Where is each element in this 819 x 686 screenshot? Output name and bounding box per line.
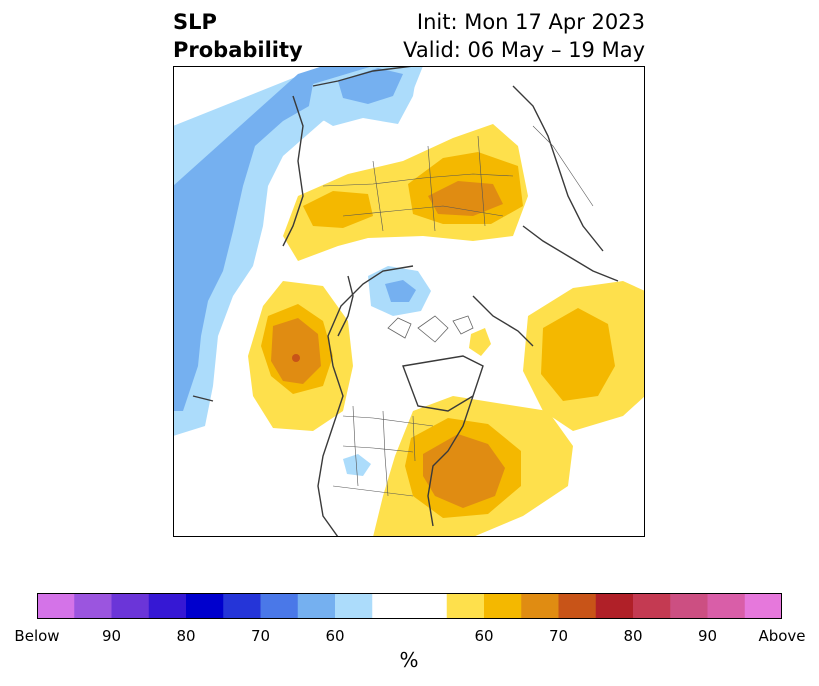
above-region-north-atlantic-dark [271,318,321,384]
colorbar-swatch [223,593,261,619]
chart-title-block: SLP Probability [173,8,303,64]
map-border [173,66,645,537]
variable-title: SLP [173,10,217,34]
colorbar-swatch [297,593,336,619]
colorbar-swatch [484,593,522,619]
colorbar-swatch [111,593,150,619]
political-borders [322,125,594,497]
arctic-islands [387,315,474,343]
date-info-block: Init: Mon 17 Apr 2023 Valid: 06 May – 19… [403,8,645,64]
colorbar-swatch [148,593,187,619]
colorbar-swatch [558,593,597,619]
colorbar-swatch [37,593,75,619]
colorbar-swatch [595,593,634,619]
colorbar-tick-label: 90 [101,627,122,645]
colorbar-swatch [186,593,224,619]
below-region-arctic-core [385,280,416,302]
colorbar-swatch [260,593,299,619]
above-region-arctic-small [469,328,491,356]
colorbar-tick-label: Above [758,627,806,645]
map-svg [173,66,645,537]
colorbar-swatch [372,593,410,619]
init-date: Init: Mon 17 Apr 2023 [416,10,645,34]
colorbar-swatch [521,593,559,619]
above-region-west-siberia [303,191,373,228]
probability-map [173,66,645,537]
coastlines [192,66,619,537]
above-region-north-atlantic-core [292,354,300,362]
valid-range: Valid: 06 May – 19 May [403,38,645,62]
colorbar-tick-label: 60 [325,627,345,645]
colorbar-border [37,593,782,619]
below-region-us-southwest [343,454,371,476]
above-region-ne-pacific-mid [541,308,615,401]
product-title: Probability [173,38,303,62]
colorbar-swatch [707,593,746,619]
colorbar-swatch [409,593,448,619]
above-region-eurasia-dark [428,181,503,216]
colorbar-tick-label: 70 [250,627,271,645]
above-region-eastern-us-dark [423,434,505,508]
colorbar-tick-label: 90 [697,627,718,645]
colorbar-swatch [74,593,112,619]
colorbar-swatch [633,593,671,619]
colorbar-tick-label: Below [14,627,60,645]
colorbar-swatch [670,593,708,619]
below-region-pacific-mid [173,66,373,411]
colorbar-tick-label: 80 [176,627,196,645]
colorbar-swatch [744,593,783,619]
colorbar-tick-label: 70 [548,627,569,645]
colorbar-unit-label: % [399,648,419,672]
colorbar-svg [37,593,783,619]
colorbar-swatch [446,593,485,619]
colorbar-swatch [335,593,373,619]
colorbar [37,593,783,619]
colorbar-tick-label: 60 [474,627,494,645]
colorbar-tick-label: 80 [623,627,643,645]
